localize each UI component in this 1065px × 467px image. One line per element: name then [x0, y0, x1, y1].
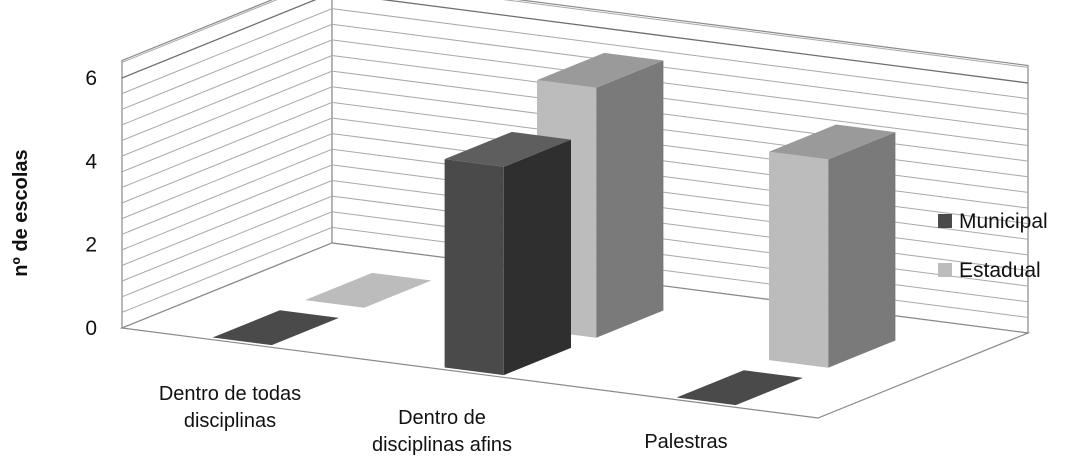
gridline	[121, 0, 1029, 68]
bar-front-face	[444, 159, 504, 376]
x-category-label: Dentro de disciplinas afins	[372, 407, 512, 456]
x-category-label: Palestras	[644, 431, 727, 453]
bar-side-face	[596, 60, 664, 338]
bar-top-face	[769, 124, 896, 160]
legend-swatch	[938, 263, 952, 277]
bar-municipal-0	[212, 310, 339, 346]
gridline	[121, 8, 1029, 100]
y-tick-label: 4	[85, 150, 97, 173]
bar-side-face	[828, 132, 896, 368]
legend-swatch	[938, 214, 952, 228]
bar-front-face	[769, 151, 829, 368]
bar-top-face	[212, 310, 339, 346]
bar-estadual-2	[769, 124, 896, 368]
y-tick-label: 6	[85, 67, 97, 90]
x-category-label: Dentro de todas disciplinas	[159, 383, 301, 432]
bars	[212, 52, 896, 406]
gridline	[121, 0, 1029, 84]
y-tick-label: 2	[85, 234, 97, 257]
bar-top-face	[537, 52, 664, 88]
bar-estadual-0	[305, 272, 432, 308]
y-axis-label: nº de escolas	[10, 149, 32, 276]
bar-municipal-2	[676, 370, 803, 406]
bar-top-face	[305, 272, 432, 308]
legend-label: Estadual	[959, 259, 1041, 282]
gridline	[121, 70, 1029, 162]
x-axis-categories: Dentro de todas disciplinas Dentro de disci…	[159, 383, 728, 456]
legend-label: Municipal	[959, 210, 1048, 233]
gridline	[121, 54, 1029, 146]
legend: Municipal Estadual	[938, 210, 1048, 282]
y-axis-ticks: 0 2 4 6	[85, 67, 97, 340]
gridline	[121, 39, 1029, 131]
bar-side-face	[503, 139, 571, 376]
bar-municipal-1	[444, 131, 571, 376]
gridline	[121, 23, 1029, 115]
y-tick-label: 0	[85, 317, 97, 340]
bar-top-face	[676, 370, 803, 406]
bar-top-face	[444, 131, 571, 167]
